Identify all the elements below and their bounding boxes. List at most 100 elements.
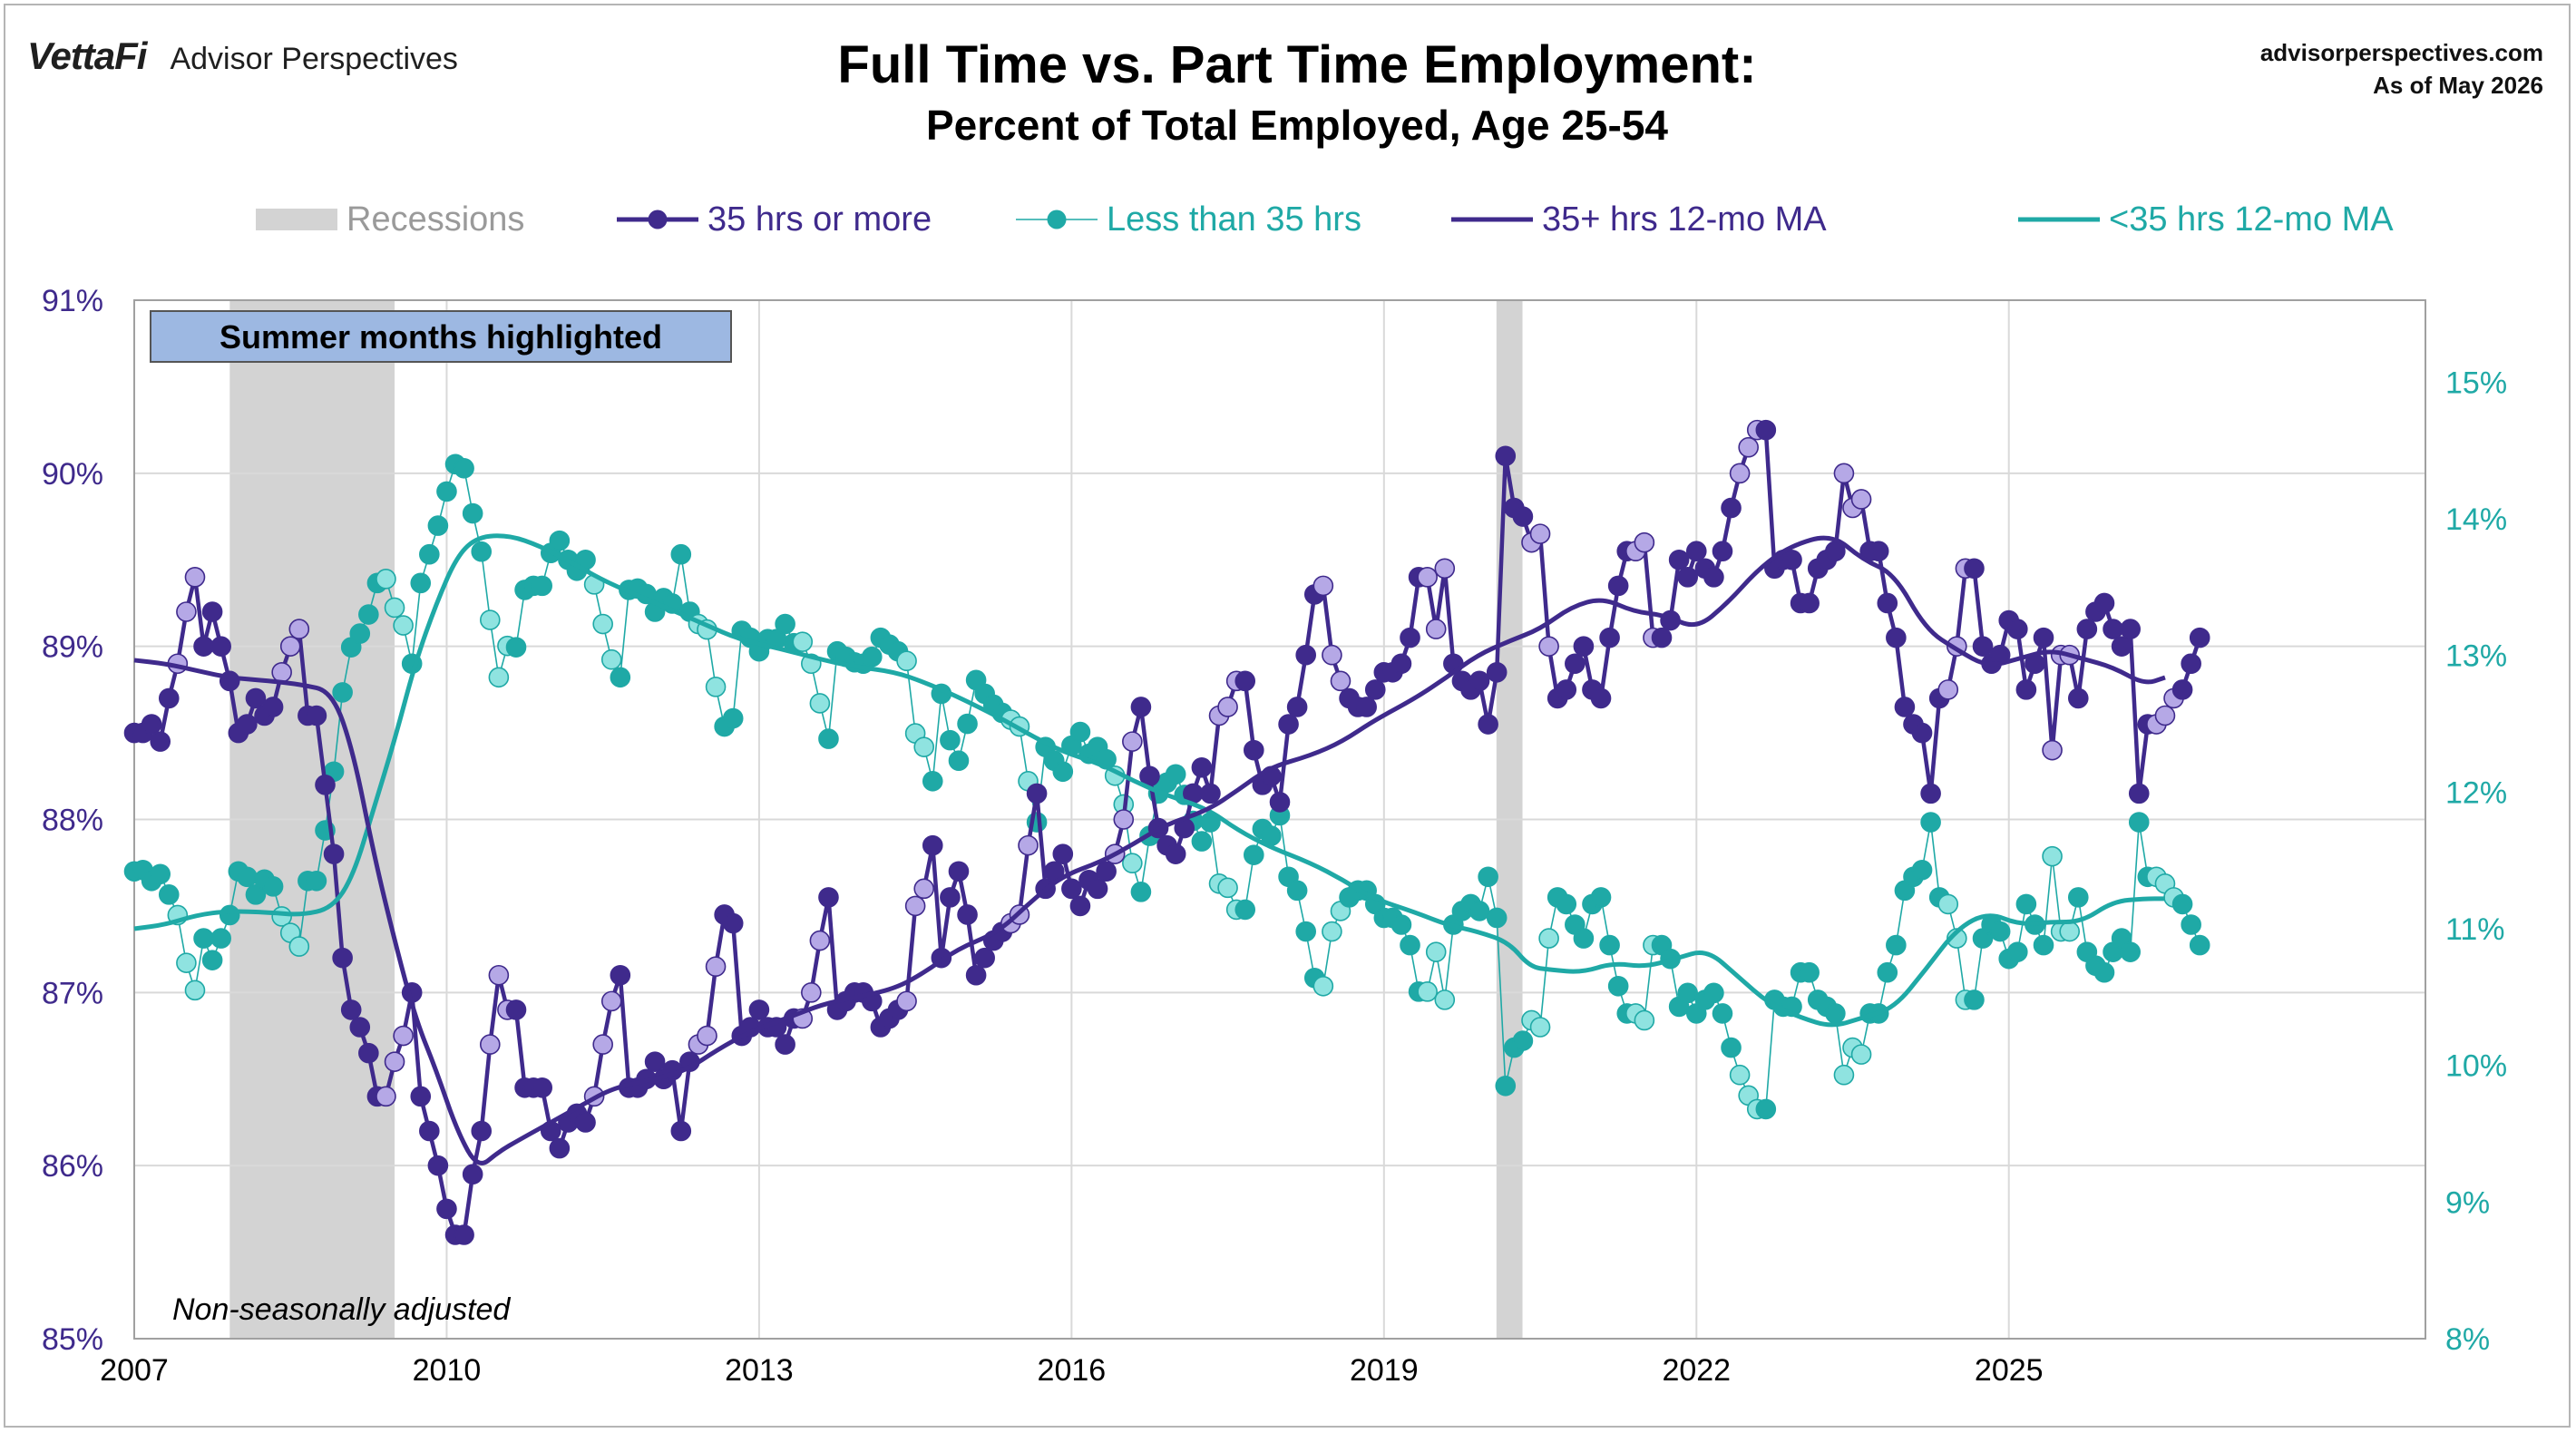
part-time-series-point xyxy=(1721,1037,1742,1058)
full-time-series-point xyxy=(384,1051,405,1072)
full-time-series-point xyxy=(2076,619,2098,639)
full-time-series-point xyxy=(358,1042,379,1064)
part-time-series-point xyxy=(1529,1017,1551,1038)
part-time-series-point xyxy=(600,648,622,670)
part-time-series-point xyxy=(1703,982,1724,1004)
full-time-series-point xyxy=(965,964,987,986)
y-left-tick-label: 87% xyxy=(42,976,103,1010)
vettafi-logo[interactable]: VettaFi xyxy=(27,34,147,77)
summer-months-label: Summer months highlighted xyxy=(220,318,662,356)
chart-subtitle: Percent of Total Employed, Age 25-54 xyxy=(926,102,1668,149)
legend-item-3[interactable]: 35+ hrs 12-mo MA xyxy=(1451,200,1827,239)
part-time-series-point xyxy=(1989,921,2011,942)
part-time-series-point xyxy=(1286,880,1308,902)
full-time-series-point xyxy=(1937,679,1959,700)
part-time-series-point xyxy=(1434,989,1456,1010)
part-time-series-point xyxy=(158,884,180,905)
legend-item-1[interactable]: 35 hrs or more xyxy=(617,200,932,239)
part-time-series-point xyxy=(1556,893,1577,915)
full-time-series-point xyxy=(1850,489,1872,510)
x-tick-label: 2013 xyxy=(725,1353,794,1388)
legend-recession-swatch xyxy=(256,209,337,230)
full-time-series-point xyxy=(940,887,961,908)
part-time-series-point xyxy=(410,572,432,594)
part-time-series-point xyxy=(262,876,284,897)
part-time-series-point xyxy=(722,707,744,729)
full-time-series-point xyxy=(471,1120,493,1142)
part-time-series-point xyxy=(948,750,970,772)
full-time-series-point xyxy=(141,714,162,735)
full-time-series-point xyxy=(1425,619,1447,639)
part-time-series-point xyxy=(201,950,223,970)
part-time-series-point xyxy=(193,928,214,949)
y-left-tick-label: 88% xyxy=(42,804,103,838)
full-time-series-point xyxy=(1434,558,1456,580)
part-time-series-point xyxy=(2059,921,2081,942)
part-time-series-point xyxy=(2189,934,2210,956)
part-time-series-point xyxy=(818,728,839,749)
site-url[interactable]: advisorperspectives.com xyxy=(2259,39,2543,66)
full-time-series-point xyxy=(644,1051,666,1072)
legend-item-4[interactable]: <35 hrs 12-mo MA xyxy=(2018,200,2394,239)
chart-title: Full Time vs. Part Time Employment: xyxy=(837,35,1757,94)
full-time-series-point xyxy=(1972,636,1994,657)
full-time-series-point xyxy=(262,697,284,717)
part-time-series-point xyxy=(775,613,795,635)
legend-label: Recessions xyxy=(346,200,524,239)
full-time-series-point xyxy=(1677,567,1699,588)
full-time-series-point xyxy=(427,1155,449,1176)
part-time-series-point xyxy=(1512,1030,1534,1051)
part-time-series-point xyxy=(219,904,240,926)
full-time-series-point xyxy=(505,999,527,1020)
y-left-tick-label: 90% xyxy=(42,457,103,492)
full-time-series-point xyxy=(419,1120,440,1142)
part-time-series-point xyxy=(1122,853,1143,874)
full-time-series-point xyxy=(1026,783,1048,804)
full-time-series-point xyxy=(1538,636,1559,657)
full-time-series-point xyxy=(1712,541,1733,562)
part-time-series-point xyxy=(332,682,353,703)
full-time-series-point xyxy=(306,705,327,726)
full-time-series-point xyxy=(1911,722,1933,744)
y-right-tick-label: 9% xyxy=(2445,1185,2490,1220)
legend-item-2[interactable]: Less than 35 hrs xyxy=(1016,200,1361,239)
part-time-series-point xyxy=(384,597,405,619)
legend-item-0[interactable]: Recessions xyxy=(256,200,524,239)
full-time-series-point xyxy=(271,661,292,683)
full-time-series-point xyxy=(1721,497,1742,519)
y-right-tick-label: 11% xyxy=(2445,912,2505,947)
full-time-series-point xyxy=(1330,670,1351,692)
full-time-series-point xyxy=(974,947,995,969)
full-time-series-point xyxy=(801,982,822,1003)
full-time-series-point xyxy=(1886,627,1907,648)
full-time-series-point xyxy=(1061,878,1082,900)
part-time-series-point xyxy=(1634,1009,1655,1031)
full-time-series-point xyxy=(2111,636,2132,657)
full-time-series-point xyxy=(1217,697,1238,717)
part-time-series-point xyxy=(1486,907,1508,929)
full-time-series-point xyxy=(184,567,206,588)
meta-block: advisorperspectives.com As of May 2026 xyxy=(2260,36,2543,102)
part-time-series-point xyxy=(150,863,171,885)
part-time-series-point xyxy=(288,936,310,957)
y-right-tick-label: 12% xyxy=(2445,775,2507,810)
full-time-series-point xyxy=(1573,636,1595,657)
full-time-series-point xyxy=(1356,697,1377,717)
y-left-tick-label: 89% xyxy=(42,630,103,665)
full-time-series-point xyxy=(1512,506,1534,527)
full-time-series-point xyxy=(1096,861,1117,882)
part-time-series-point xyxy=(1677,982,1699,1004)
y-right-tick-label: 15% xyxy=(2445,366,2507,400)
part-time-series-point xyxy=(454,458,474,479)
full-time-series-point xyxy=(697,1025,717,1047)
part-time-series-point xyxy=(1964,989,1985,1010)
full-time-series-point xyxy=(1400,627,1420,648)
full-time-series-point xyxy=(323,843,345,864)
part-time-series-point xyxy=(1312,976,1334,997)
full-time-series-point xyxy=(1364,679,1386,700)
part-time-series-point xyxy=(792,631,814,652)
y-right-tick-label: 8% xyxy=(2445,1322,2490,1357)
y-right-tick-label: 13% xyxy=(2445,639,2507,674)
part-time-series-point xyxy=(1590,887,1612,908)
full-time-series-point xyxy=(1486,661,1508,683)
